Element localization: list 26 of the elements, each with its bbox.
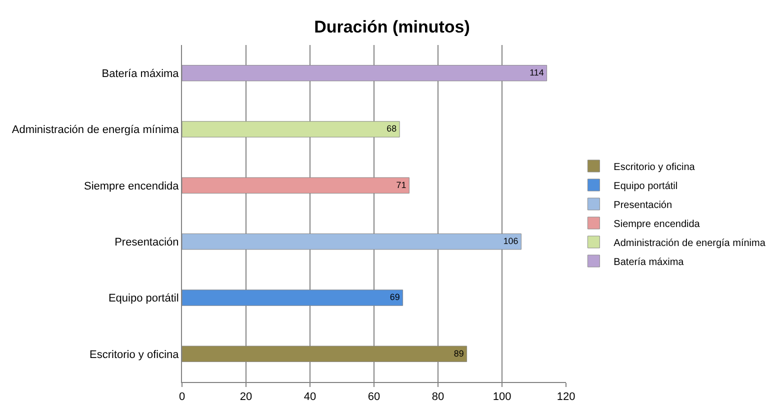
data-label: 71 <box>396 180 406 190</box>
data-label: 68 <box>386 124 397 134</box>
y-tick-label: Administración de energía mínima <box>12 124 180 136</box>
legend-label: Batería máxima <box>614 256 684 268</box>
legend-label: Siempre encendida <box>614 218 700 230</box>
y-tick-label: Equipo portátil <box>108 292 179 305</box>
x-tick-label: 100 <box>492 391 512 404</box>
y-tick-label: Siempre encendida <box>84 180 180 192</box>
x-tick-label: 60 <box>368 391 380 404</box>
y-tick-label: Presentación <box>114 236 179 248</box>
data-label: 69 <box>390 292 400 302</box>
data-label: 89 <box>454 348 464 358</box>
data-label: 114 <box>530 68 544 78</box>
legend-label: Equipo portátil <box>614 180 678 192</box>
x-tick-label: 80 <box>432 391 444 404</box>
chart-title: Duración (minutos) <box>314 18 470 37</box>
data-label: 106 <box>503 236 518 246</box>
legend-label: Escritorio y oficina <box>614 162 696 173</box>
x-tick-label: 20 <box>240 391 252 404</box>
x-tick-label: 120 <box>556 391 576 404</box>
x-tick-label: 40 <box>304 391 316 404</box>
legend-label: Administración de energía mínima <box>614 238 766 249</box>
x-tick-label: 0 <box>178 391 186 404</box>
legend-label: Presentación <box>614 200 672 211</box>
y-tick-label: Escritorio y oficina <box>90 348 180 361</box>
y-tick-label: Batería máxima <box>102 68 180 80</box>
